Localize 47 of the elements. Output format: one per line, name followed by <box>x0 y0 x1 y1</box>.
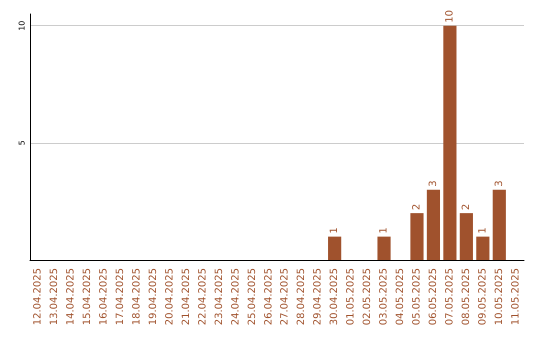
x-tick-label: 01.05.2025 <box>346 268 357 326</box>
y-tick-label: 5 <box>18 140 26 146</box>
x-tick-label: 15.04.2025 <box>82 268 94 326</box>
bar <box>328 236 342 260</box>
x-tick-label: 30.04.2025 <box>329 268 340 326</box>
x-tick-label: 10.05.2025 <box>494 268 505 326</box>
x-tick-label: 13.04.2025 <box>49 268 60 326</box>
bar <box>377 236 391 260</box>
data-label: 2 <box>460 204 472 210</box>
data-label: 1 <box>329 227 340 234</box>
x-tick-label: 06.05.2025 <box>428 268 439 326</box>
x-tick-label: 19.04.2025 <box>148 268 159 326</box>
data-label: 2 <box>411 204 422 210</box>
x-tick-label: 09.05.2025 <box>477 268 488 326</box>
x-tick-label: 11.05.2025 <box>510 268 522 326</box>
x-tick-label: 17.04.2025 <box>115 268 126 326</box>
bar <box>426 190 440 260</box>
x-tick-label: 24.04.2025 <box>230 268 242 326</box>
x-tick-label: 21.04.2025 <box>180 268 192 326</box>
data-label: 3 <box>428 180 439 187</box>
x-tick-label: 05.05.2025 <box>411 268 422 326</box>
x-tick-label: 14.04.2025 <box>66 268 77 326</box>
x-tick-label: 18.04.2025 <box>132 268 143 326</box>
data-label: 10 <box>444 10 456 23</box>
x-tick-label: 27.04.2025 <box>280 268 291 326</box>
bar <box>410 213 424 260</box>
data-label: 1 <box>378 227 390 234</box>
x-tick-label: 07.05.2025 <box>444 268 456 326</box>
x-tick-label: 25.04.2025 <box>246 268 258 326</box>
x-tick-label: 26.04.2025 <box>263 268 274 326</box>
bar <box>443 26 456 260</box>
x-tick-label: 16.04.2025 <box>98 268 110 326</box>
bar <box>460 213 473 260</box>
x-tick-label: 28.04.2025 <box>296 268 308 326</box>
x-tick-label: 29.04.2025 <box>312 268 324 326</box>
x-tick-label: 22.04.2025 <box>197 268 208 326</box>
x-tick-label: 04.05.2025 <box>395 268 406 326</box>
bar <box>492 190 506 260</box>
x-tick-label: 03.05.2025 <box>378 268 390 326</box>
x-tick-label: 23.04.2025 <box>214 268 225 326</box>
x-tick-label: 02.05.2025 <box>362 268 374 326</box>
data-label: 3 <box>494 180 505 187</box>
x-tick-label: 12.04.2025 <box>32 268 44 326</box>
bar <box>476 236 490 260</box>
x-tick-label: 08.05.2025 <box>460 268 472 326</box>
data-label: 1 <box>477 227 488 234</box>
x-tick-label: 20.04.2025 <box>164 268 176 326</box>
